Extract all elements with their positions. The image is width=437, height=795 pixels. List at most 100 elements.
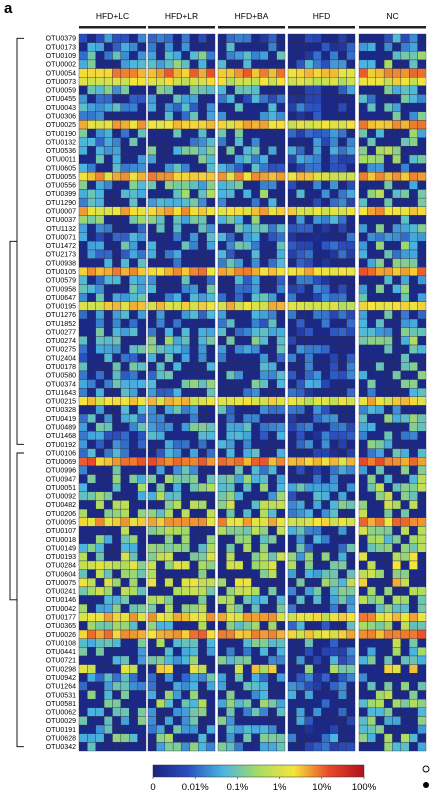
heatmap-cell (296, 206, 305, 216)
heatmap-cell (400, 137, 410, 147)
heatmap-cell (87, 370, 96, 380)
heatmap-cell (120, 733, 130, 743)
heatmap-cell (268, 733, 277, 743)
heatmap-cell (276, 508, 286, 518)
heatmap-cell (103, 422, 113, 432)
heatmap-cell (358, 292, 368, 302)
heatmap-cell (329, 465, 339, 475)
heatmap-cell (392, 698, 402, 708)
heatmap-cell (78, 733, 88, 743)
heatmap-cell (312, 42, 322, 52)
heatmap-cell (287, 733, 297, 743)
heatmap-cell (287, 578, 297, 588)
heatmap-cell (287, 120, 297, 130)
heatmap-cell (164, 146, 174, 156)
heatmap-cell (338, 422, 347, 432)
heatmap-cell (251, 267, 261, 277)
heatmap-cell (383, 94, 393, 104)
row-label: OTU0195 (46, 304, 76, 311)
heatmap-cell (226, 180, 235, 190)
heatmap-cell (375, 362, 385, 372)
heatmap-cell (358, 267, 368, 277)
heatmap-cell (417, 681, 427, 691)
heatmap-cell (206, 457, 216, 467)
row-label: OTU0306 (46, 113, 76, 120)
heatmap-cell (268, 94, 277, 104)
heatmap-cell (120, 318, 130, 328)
heatmap-cell (392, 560, 402, 570)
heatmap-cell (112, 137, 122, 147)
heatmap-cell (358, 42, 368, 52)
heatmap-cell (156, 664, 165, 674)
heatmap-cell (137, 206, 147, 216)
heatmap-cell (346, 353, 356, 363)
group-label: NC (386, 11, 398, 21)
heatmap-cell (417, 595, 427, 605)
heatmap-cell (383, 189, 393, 199)
heatmap-cell (198, 232, 207, 242)
heatmap-cell (156, 163, 165, 173)
heatmap-cell (87, 275, 96, 285)
heatmap-cell (189, 742, 199, 752)
heatmap-cell (251, 59, 261, 69)
heatmap-cell (87, 154, 96, 164)
heatmap-cell (321, 197, 331, 207)
heatmap-cell (137, 318, 147, 328)
heatmap-cell (329, 362, 339, 372)
heatmap-cell (338, 189, 347, 199)
heatmap-cell (392, 267, 402, 277)
group-header-layer: HFD+LC HFD+LR HFD+BA HFD NC (79, 11, 426, 29)
heatmap-cell (137, 68, 147, 78)
heatmap-cell (346, 77, 356, 87)
heatmap-cell (103, 120, 113, 130)
heatmap-cell (268, 422, 277, 432)
heatmap-cell (156, 534, 165, 544)
heatmap-cell (312, 215, 322, 225)
heatmap-cell (338, 569, 347, 579)
heatmap-cell (206, 51, 216, 61)
heatmap-cell (147, 612, 157, 622)
heatmap-cell (417, 474, 427, 484)
heatmap-cell (312, 301, 322, 311)
heatmap-cell (87, 146, 96, 156)
heatmap-cell (120, 370, 130, 380)
heatmap-cell (137, 491, 147, 501)
heatmap-cell (181, 267, 191, 277)
heatmap-cell (417, 353, 427, 363)
heatmap-cell (259, 664, 269, 674)
heatmap-cell (164, 681, 174, 691)
heatmap-cell (172, 180, 182, 190)
heatmap-cell (181, 51, 191, 61)
heatmap-cell (312, 310, 322, 320)
row-label: OTU0108 (46, 640, 76, 647)
heatmap-cell (172, 379, 182, 389)
heatmap-cell (304, 621, 314, 631)
heatmap-cell (103, 68, 113, 78)
heatmap-cell (226, 379, 235, 389)
heatmap-cell (329, 180, 339, 190)
heatmap-cell (156, 483, 165, 493)
group-bar (218, 26, 285, 29)
heatmap-cell (367, 448, 376, 458)
heatmap-cell (103, 560, 113, 570)
heatmap-cell (296, 292, 305, 302)
heatmap-cell (304, 344, 314, 354)
heatmap-cell (375, 647, 385, 657)
heatmap-cell (417, 362, 427, 372)
heatmap-cell (129, 258, 138, 268)
heatmap-cell (296, 465, 305, 475)
heatmap-cell (338, 111, 347, 121)
heatmap-cell (181, 612, 191, 622)
heatmap-cell (198, 154, 207, 164)
heatmap-cell (251, 742, 261, 752)
heatmap-cell (304, 102, 314, 112)
heatmap-cell (226, 491, 235, 501)
heatmap-cell (95, 483, 105, 493)
heatmap-cell (287, 336, 297, 346)
heatmap-cell (189, 517, 199, 527)
heatmap-cell (137, 128, 147, 138)
heatmap-cell (321, 111, 331, 121)
heatmap-cell (321, 698, 331, 708)
heatmap-cell (189, 249, 199, 259)
heatmap-cell (242, 284, 252, 294)
